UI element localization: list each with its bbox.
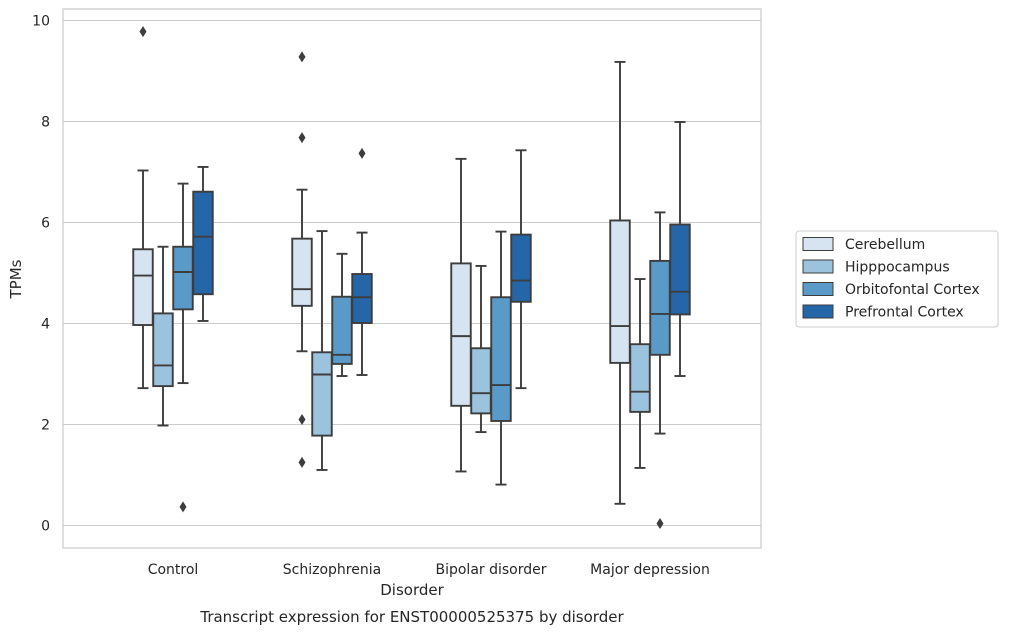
y-tick-label: 0 (41, 519, 50, 535)
y-axis-label: TPMs (7, 259, 25, 299)
iqr-box (132, 248, 154, 326)
box-0-1 (152, 245, 174, 427)
iqr-box (152, 312, 174, 388)
legend-swatch (802, 259, 834, 274)
iqr-box (649, 259, 671, 356)
box-3-3 (669, 121, 691, 377)
iqr-box (192, 190, 214, 296)
box-2-1 (470, 264, 492, 434)
legend-label: Orbitofontal Cortex (845, 282, 980, 298)
box-3-1 (629, 278, 651, 469)
box-0-3 (192, 165, 214, 322)
box-2-3 (510, 149, 532, 390)
legend-swatch (802, 237, 834, 251)
y-tick-label: 2 (41, 418, 50, 434)
box-1-0 (291, 51, 313, 468)
legend-swatch (802, 304, 834, 319)
grid-lines (63, 19, 761, 527)
legend-frame (795, 230, 999, 328)
outlier-point (358, 147, 366, 159)
x-tick-label: Schizophrenia (283, 562, 381, 578)
outlier-point (656, 517, 664, 529)
plot-frame (62, 8, 762, 549)
box-1-2 (331, 252, 353, 377)
iqr-box (291, 237, 313, 307)
y-tick-label: 4 (41, 317, 50, 333)
iqr-box (331, 295, 353, 365)
iqr-box (669, 223, 691, 316)
iqr-box (311, 351, 333, 437)
legend-label: Cerebellum (845, 237, 925, 253)
chart-caption: Transcript expression for ENST0000052537… (199, 608, 624, 626)
y-axis-ticks: 0 2 4 6 8 10 (32, 14, 50, 535)
outlier-point (298, 132, 306, 144)
legend-swatch (802, 282, 834, 296)
y-tick-label: 6 (41, 216, 50, 232)
y-tick-label: 10 (32, 14, 50, 30)
plot-area (132, 26, 691, 529)
legend-label: Prefrontal Cortex (845, 305, 964, 321)
iqr-box (609, 219, 631, 364)
outlier-point (139, 26, 147, 38)
legend-label: Hipppocampus (845, 260, 950, 276)
x-axis-label: Disorder (380, 581, 444, 599)
box-1-1 (311, 230, 333, 471)
iqr-box (629, 343, 651, 413)
box-0-2 (172, 182, 194, 513)
iqr-box (490, 296, 512, 422)
box-2-2 (490, 230, 512, 486)
box-1-3 (351, 147, 373, 376)
outlier-point (298, 51, 306, 63)
x-tick-label: Major depression (590, 562, 710, 578)
box-2-0 (450, 157, 472, 473)
iqr-box (470, 347, 492, 415)
outlier-point (298, 413, 306, 425)
box-3-0 (609, 60, 631, 505)
iqr-box (510, 233, 532, 303)
outlier-point (179, 501, 187, 513)
iqr-box (172, 245, 194, 311)
outlier-point (298, 456, 306, 468)
legend: Cerebellum Hipppocampus Orbitofontal Corte… (795, 230, 999, 328)
x-tick-label: Bipolar disorder (435, 562, 546, 578)
x-tick-label: Control (148, 562, 199, 578)
box-0-0 (132, 26, 154, 390)
x-axis-ticks: Control Schizophrenia Bipolar disorder Majo… (148, 562, 710, 578)
y-tick-label: 8 (41, 115, 50, 131)
box-3-2 (649, 211, 671, 529)
iqr-box (351, 273, 373, 324)
iqr-box (450, 262, 472, 407)
